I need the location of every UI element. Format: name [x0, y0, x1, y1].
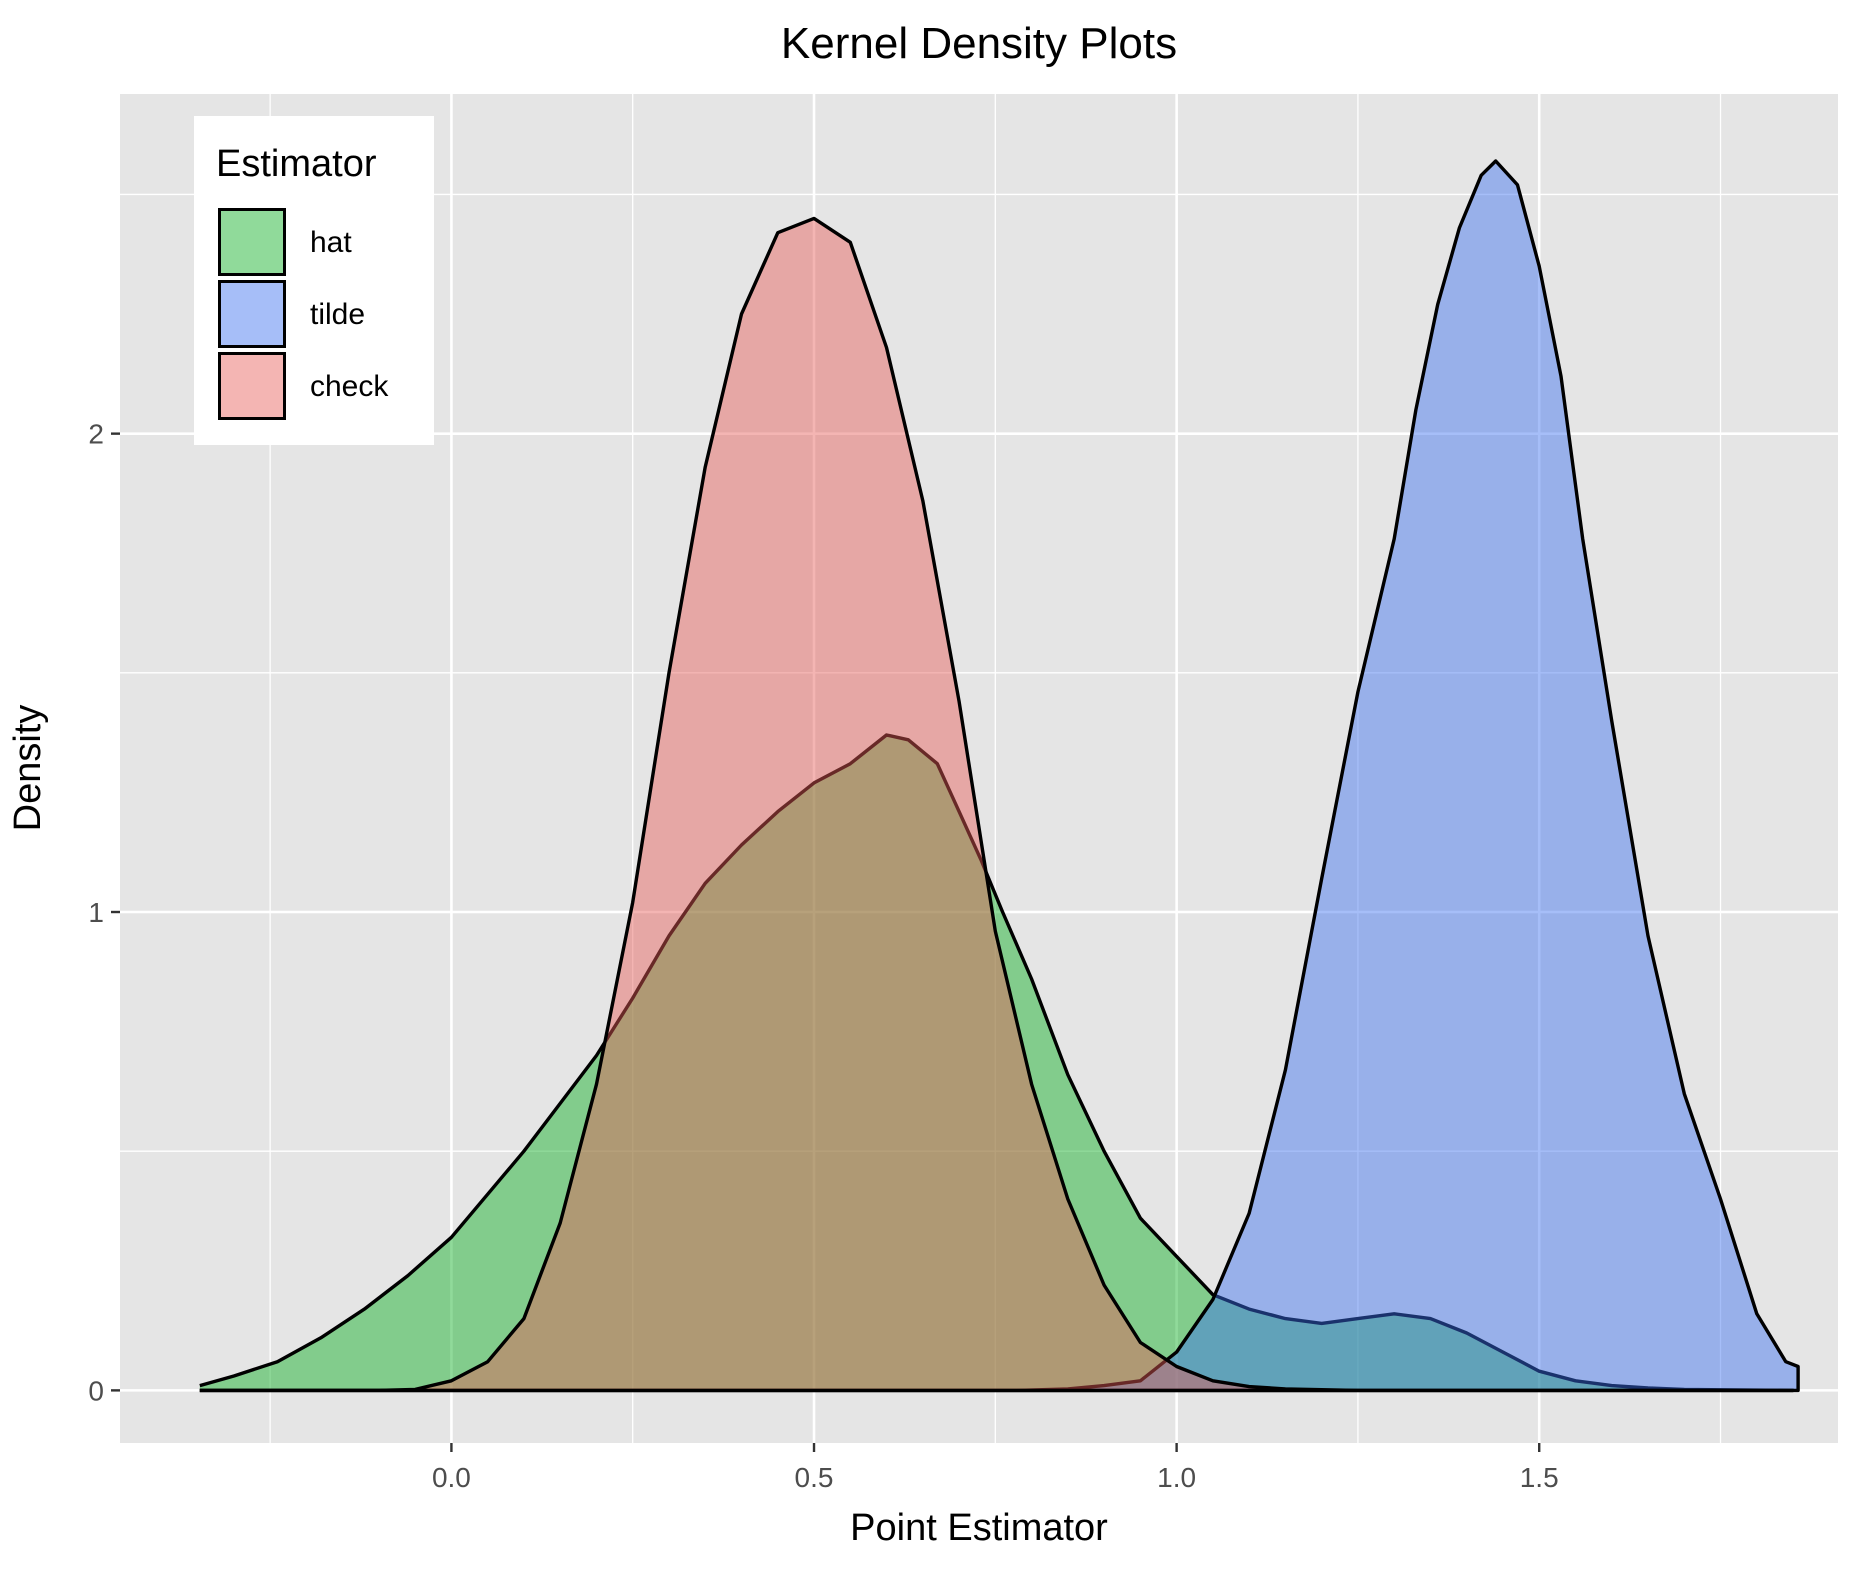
legend: Estimator hat tilde check [194, 116, 434, 445]
chart-title: Kernel Density Plots [781, 19, 1177, 68]
grid-major [120, 94, 1838, 1443]
legend-key-background [218, 352, 286, 420]
density-series [199, 159, 1800, 1393]
x-tick-label: 1.0 [1157, 1462, 1196, 1493]
legend-title: Estimator [216, 143, 377, 185]
density-line-hat [199, 733, 1795, 1393]
density-area-hat [199, 735, 1793, 1391]
x-tick-label: 1.5 [1520, 1462, 1559, 1493]
x-tick-label: 0.5 [795, 1462, 834, 1493]
legend-items: hat tilde check [218, 208, 389, 420]
legend-label-tilde: tilde [310, 298, 365, 331]
density-line-check [199, 216, 1795, 1393]
y-axis-title: Density [7, 705, 49, 832]
x-tick-label: 0.0 [432, 1462, 471, 1493]
y-tick-label: 2 [88, 419, 104, 450]
density-line-tilde [199, 159, 1800, 1393]
legend-swatch-hat [218, 208, 286, 276]
legend-key-background [218, 208, 286, 276]
y-tick-label: 1 [88, 897, 104, 928]
axis-ticks [111, 432, 1541, 1452]
legend-label-hat: hat [310, 226, 352, 259]
legend-key-background [218, 280, 286, 348]
legend-swatch-tilde [218, 280, 286, 348]
density-area-tilde [199, 161, 1799, 1391]
x-axis-tick-labels: 0.0 0.5 1.0 1.5 [432, 1462, 1559, 1493]
y-tick-label: 0 [88, 1375, 104, 1406]
legend-swatch-check [218, 352, 286, 420]
x-axis-title: Point Estimator [850, 1507, 1108, 1549]
y-axis-tick-labels: 0 1 2 [88, 419, 104, 1407]
density-area-check [199, 218, 1793, 1391]
legend-label-check: check [310, 370, 389, 403]
